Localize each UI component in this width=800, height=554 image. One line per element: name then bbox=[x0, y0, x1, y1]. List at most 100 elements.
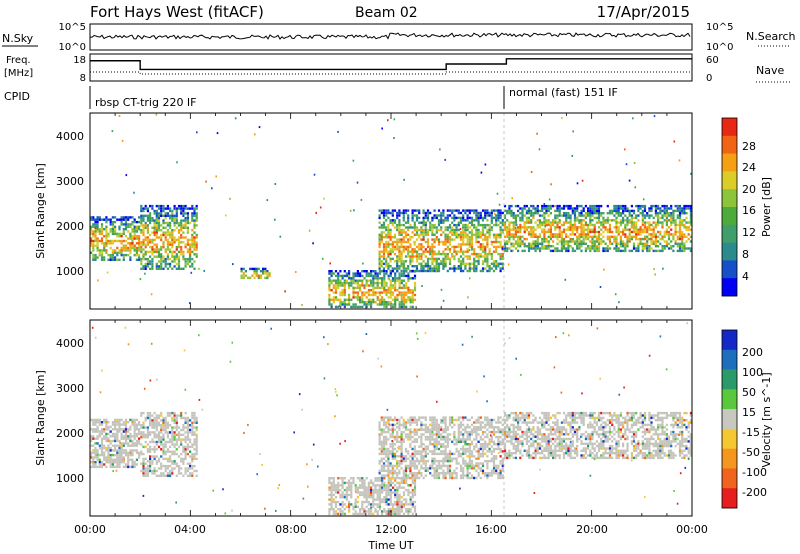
power-echo-cell bbox=[593, 209, 596, 213]
velocity-echo-cell bbox=[189, 455, 192, 458]
power-echo-cell bbox=[576, 245, 579, 248]
velocity-echo-cell bbox=[431, 416, 434, 419]
velocity-echo-cell bbox=[385, 464, 388, 468]
power-echo-cell bbox=[400, 293, 403, 297]
power-echo-cell bbox=[481, 216, 485, 220]
velocity-echo-cell bbox=[169, 455, 172, 458]
power-echo-cell bbox=[514, 230, 517, 234]
power-echo-cell bbox=[556, 237, 559, 241]
power-echo-cell bbox=[488, 236, 491, 239]
power-echo-cell bbox=[365, 279, 368, 282]
power-echo-cell bbox=[180, 267, 183, 270]
velocity-echo-cell bbox=[367, 481, 370, 485]
power-echo-cell bbox=[512, 212, 515, 215]
power-echo-cell bbox=[665, 214, 668, 217]
power-echo-cell bbox=[409, 298, 412, 301]
power-echo-cell bbox=[398, 284, 401, 287]
velocity-echo-cell bbox=[166, 450, 169, 453]
power-echo-cell bbox=[109, 256, 112, 259]
power-echo-cell bbox=[429, 257, 432, 261]
power-echo-cell bbox=[429, 221, 432, 224]
power-echo-cell bbox=[193, 260, 196, 263]
velocity-echo-cell bbox=[435, 467, 438, 470]
power-echo-cell bbox=[635, 233, 638, 236]
velocity-echo-cell bbox=[96, 465, 99, 469]
power-echo-cell bbox=[380, 255, 383, 258]
power-echo-cell bbox=[376, 296, 379, 299]
power-echo-cell bbox=[142, 265, 145, 268]
power-echo-cell bbox=[667, 219, 671, 222]
power-echo-cell bbox=[657, 223, 660, 227]
power-echo-cell bbox=[615, 216, 618, 220]
power-echo-cell bbox=[475, 211, 478, 215]
velocity-echo-cell bbox=[393, 428, 397, 431]
velocity-echo-cell bbox=[129, 449, 132, 452]
velocity-echo-cell bbox=[191, 472, 194, 475]
velocity-echo-cell bbox=[164, 445, 167, 449]
velocity-echo-cell bbox=[381, 484, 384, 487]
power-echo-cell bbox=[549, 245, 552, 248]
velocity-echo-cell bbox=[391, 503, 395, 506]
power-echo-cell bbox=[597, 245, 601, 248]
power-echo-cell bbox=[646, 237, 649, 241]
power-echo-cell bbox=[182, 236, 185, 239]
power-echo-cell bbox=[195, 245, 198, 249]
velocity-echo-cell bbox=[387, 469, 390, 472]
power-echo-cell bbox=[641, 237, 644, 241]
velocity-echo-cell bbox=[182, 433, 185, 436]
velocity-echo-cell bbox=[431, 443, 434, 446]
velocity-echo-cell bbox=[387, 450, 390, 453]
velocity-echo-cell bbox=[391, 486, 395, 489]
power-echo-cell bbox=[182, 209, 185, 213]
power-echo-cell bbox=[643, 226, 647, 229]
power-echo-cell bbox=[604, 219, 607, 222]
power-echo-cell bbox=[641, 230, 644, 234]
velocity-echo-cell bbox=[151, 462, 154, 465]
velocity-echo-cell bbox=[173, 450, 176, 453]
velocity-echo-cell bbox=[413, 455, 416, 458]
power-echo-cell bbox=[453, 214, 456, 217]
velocity-echo-cell bbox=[142, 457, 145, 461]
velocity-echo-cell bbox=[418, 462, 421, 465]
velocity-echo-cell bbox=[182, 474, 185, 477]
power-echo-cell bbox=[361, 284, 364, 287]
power-echo-cell bbox=[558, 240, 561, 243]
velocity-echo-cell bbox=[352, 508, 355, 511]
power-echo-cell bbox=[479, 236, 482, 239]
power-echo-cell bbox=[646, 230, 649, 234]
power-echo-cell bbox=[383, 272, 386, 275]
velocity-echo-cell bbox=[420, 455, 423, 458]
velocity-echo-cell bbox=[330, 491, 333, 494]
power-echo-cell bbox=[146, 219, 149, 222]
power-echo-cell bbox=[591, 223, 594, 227]
velocity-echo-cell bbox=[400, 435, 403, 439]
velocity-echo-cell bbox=[409, 464, 412, 468]
power-echo-cell bbox=[538, 214, 542, 217]
power-echo-cell bbox=[650, 223, 653, 227]
power-echo-cell bbox=[180, 229, 183, 232]
power-echo-cell bbox=[663, 212, 666, 215]
nave-tick-top: 60 bbox=[706, 55, 719, 66]
velocity-echo-cell bbox=[100, 449, 104, 452]
velocity-echo-cell bbox=[164, 440, 167, 444]
velocity-echo-cell bbox=[180, 438, 183, 441]
power-echo-cell bbox=[396, 269, 399, 273]
velocity-echo-cell bbox=[387, 421, 390, 424]
power-echo-cell bbox=[186, 229, 189, 232]
power-echo-cell bbox=[475, 269, 478, 273]
velocity-echo-cell bbox=[193, 440, 196, 444]
velocity-echo-cell bbox=[118, 418, 121, 422]
velocity-echo-cell bbox=[107, 451, 110, 454]
power-echo-cell bbox=[404, 236, 408, 239]
power-echo-cell bbox=[462, 226, 465, 229]
power-echo-cell bbox=[429, 226, 432, 229]
freq-tick-top: 18 bbox=[73, 55, 86, 66]
velocity-echo-cell bbox=[135, 418, 138, 422]
velocity-echo-cell bbox=[166, 436, 169, 439]
velocity-echo-cell bbox=[182, 457, 185, 461]
power-echo-cell bbox=[177, 224, 181, 227]
power-echo-cell bbox=[96, 249, 99, 252]
power-echo-cell bbox=[402, 216, 405, 220]
power-echo-cell bbox=[127, 216, 130, 219]
velocity-echo-cell bbox=[426, 459, 430, 463]
